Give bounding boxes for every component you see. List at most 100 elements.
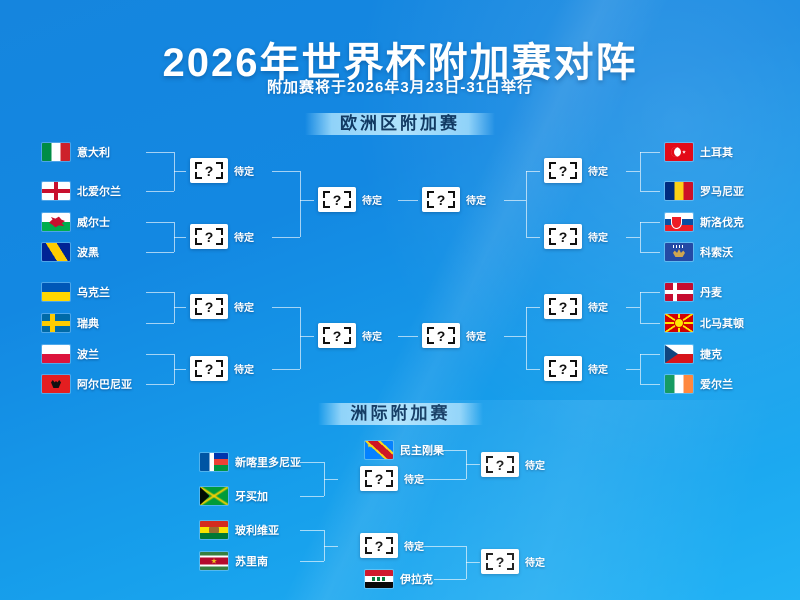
question-mark-glyph: ? <box>558 162 568 179</box>
question-mark-icon: ? <box>360 533 398 558</box>
bracket-line <box>434 450 466 451</box>
flag-sweden-icon <box>42 314 70 332</box>
slot-label: 待定 <box>234 167 254 178</box>
team-row-sweden: 瑞典 <box>42 314 99 332</box>
slot-eu-right-semifinal-2[interactable]: ? 待定 <box>544 224 608 249</box>
team-name: 北爱尔兰 <box>77 186 121 198</box>
team-name: 牙买加 <box>235 491 268 503</box>
slot-ic-semifinal-2[interactable]: ? 待定 <box>360 533 424 558</box>
flag-kosovo-icon <box>665 243 693 261</box>
slot-ic-semifinal-1[interactable]: ? 待定 <box>360 466 424 491</box>
bracket-line <box>526 307 540 308</box>
question-mark-icon: ? <box>190 356 228 381</box>
flag-bosnia-icon <box>42 243 70 261</box>
bracket-line <box>526 307 527 369</box>
team-row-czech: 捷克 <box>665 345 722 363</box>
bracket-line <box>272 171 300 172</box>
slot-label: 待定 <box>525 461 545 472</box>
bracket-line <box>300 530 324 531</box>
flag-albania-icon <box>42 375 70 393</box>
team-row-jamaica: 牙买加 <box>200 487 268 505</box>
bracket-line <box>434 579 466 580</box>
team-row-northern-ireland: 北爱尔兰 <box>42 182 121 200</box>
flag-denmark-icon <box>665 283 693 301</box>
bracket-line <box>324 479 338 480</box>
bracket-line <box>324 530 325 561</box>
question-mark-icon: ? <box>422 323 460 348</box>
team-row-north-macedonia: 北马其顿 <box>665 314 744 332</box>
flag-nmacedonia-icon <box>665 314 693 332</box>
slot-eu-right-semifinal-4[interactable]: ? 待定 <box>544 356 608 381</box>
flag-wales-icon <box>42 213 70 231</box>
bracket-line <box>146 292 174 293</box>
team-row-romania: 罗马尼亚 <box>665 182 744 200</box>
question-mark-icon: ? <box>481 549 519 574</box>
team-row-iraq: 伊拉克 <box>365 570 433 588</box>
slot-eu-right-final-1[interactable]: ? 待定 <box>422 187 486 212</box>
team-row-denmark: 丹麦 <box>665 283 722 301</box>
team-name: 爱尔兰 <box>700 379 733 391</box>
question-mark-glyph: ? <box>332 327 342 344</box>
slot-eu-left-semifinal-2[interactable]: ? 待定 <box>190 224 254 249</box>
flag-turkey-icon <box>665 143 693 161</box>
slot-label: 待定 <box>588 365 608 376</box>
bracket-line <box>174 307 186 308</box>
bracket-line <box>640 384 660 385</box>
bracket-line <box>146 252 174 253</box>
slot-eu-right-final-2[interactable]: ? 待定 <box>422 323 486 348</box>
team-row-bolivia: 玻利维亚 <box>200 521 279 539</box>
slot-label: 待定 <box>404 475 424 486</box>
question-mark-glyph: ? <box>495 456 505 473</box>
team-name: 瑞典 <box>77 318 99 330</box>
bracket-line <box>174 237 186 238</box>
slot-eu-left-final-2[interactable]: ? 待定 <box>318 323 382 348</box>
question-mark-icon: ? <box>481 452 519 477</box>
slot-label: 待定 <box>588 167 608 178</box>
flag-italy-icon <box>42 143 70 161</box>
bracket-line <box>466 464 480 465</box>
slot-ic-final-1[interactable]: ? 待定 <box>481 452 545 477</box>
team-name: 玻利维亚 <box>235 525 279 537</box>
question-mark-icon: ? <box>544 294 582 319</box>
team-row-bosnia: 波黑 <box>42 243 99 261</box>
bracket-line <box>416 479 466 480</box>
slot-eu-left-semifinal-3[interactable]: ? 待定 <box>190 294 254 319</box>
slot-eu-left-final-1[interactable]: ? 待定 <box>318 187 382 212</box>
bracket-line <box>466 562 480 563</box>
team-row-suriname: 苏里南 <box>200 552 268 570</box>
team-name: 苏里南 <box>235 556 268 568</box>
bracket-line <box>272 237 300 238</box>
question-mark-glyph: ? <box>204 360 214 377</box>
team-row-turkey: 土耳其 <box>665 143 733 161</box>
bracket-line <box>640 292 660 293</box>
bracket-line <box>640 292 641 323</box>
flag-new-caledonia-icon <box>200 453 228 471</box>
bracket-line <box>504 200 526 201</box>
slot-eu-left-semifinal-1[interactable]: ? 待定 <box>190 158 254 183</box>
slot-ic-final-2[interactable]: ? 待定 <box>481 549 545 574</box>
slot-label: 待定 <box>234 365 254 376</box>
slot-eu-right-semifinal-3[interactable]: ? 待定 <box>544 294 608 319</box>
question-mark-glyph: ? <box>436 327 446 344</box>
slot-eu-left-semifinal-4[interactable]: ? 待定 <box>190 356 254 381</box>
bracket-line <box>174 171 186 172</box>
slot-eu-right-semifinal-1[interactable]: ? 待定 <box>544 158 608 183</box>
bracket-line <box>300 336 314 337</box>
bracket-line <box>300 462 324 463</box>
team-name: 北马其顿 <box>700 318 744 330</box>
page-subtitle: 附加赛将于2026年3月23日-31日举行 <box>266 79 534 96</box>
flag-slovakia-icon <box>665 213 693 231</box>
team-name: 乌克兰 <box>77 287 110 299</box>
section-header-intercontinental: 洲际附加赛 <box>318 403 483 425</box>
bracket-line <box>640 252 660 253</box>
team-row-slovakia: 斯洛伐克 <box>665 213 744 231</box>
team-name: 威尔士 <box>77 217 110 229</box>
bracket-line <box>526 171 527 237</box>
page-title: 2026年世界杯附加赛对阵 <box>162 41 638 85</box>
team-name: 科索沃 <box>700 247 733 259</box>
question-mark-glyph: ? <box>558 228 568 245</box>
flag-iraq-icon <box>365 570 393 588</box>
team-row-poland: 波兰 <box>42 345 99 363</box>
bracket-line <box>146 384 174 385</box>
flag-romania-icon <box>665 182 693 200</box>
